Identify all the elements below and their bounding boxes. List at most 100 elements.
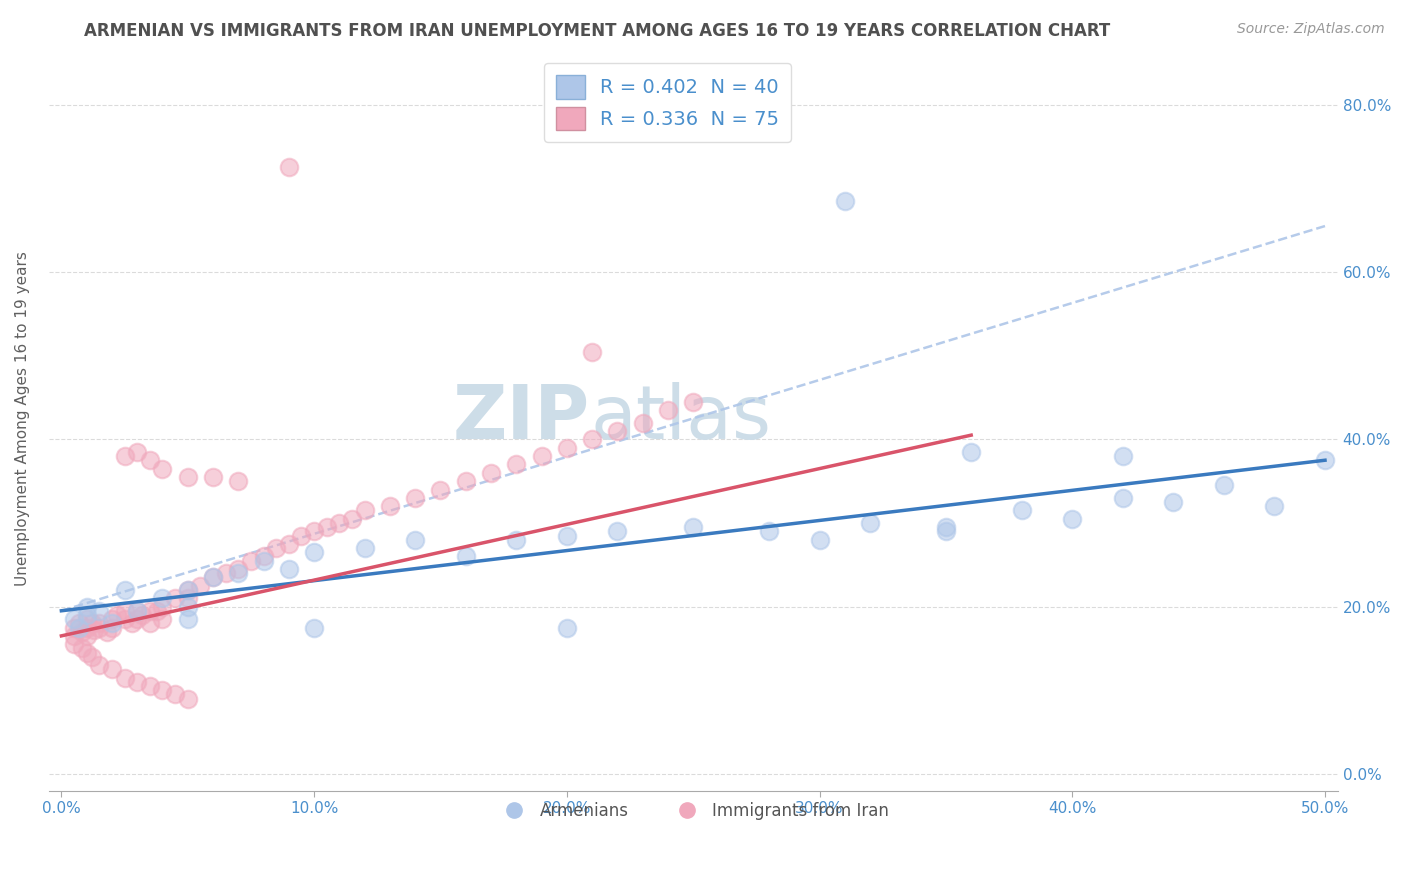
Point <box>89 604 111 618</box>
Point <box>505 458 527 472</box>
Point <box>1212 478 1234 492</box>
Point <box>682 520 704 534</box>
Point <box>202 570 225 584</box>
Point <box>454 474 477 488</box>
Point <box>479 466 502 480</box>
Point <box>70 641 93 656</box>
Point <box>1163 495 1185 509</box>
Point <box>177 612 200 626</box>
Point <box>808 533 831 547</box>
Point <box>139 679 162 693</box>
Point <box>214 566 236 581</box>
Point <box>76 620 98 634</box>
Point <box>76 646 98 660</box>
Point <box>859 516 882 530</box>
Point <box>834 194 856 208</box>
Point <box>606 524 628 539</box>
Point <box>70 624 93 639</box>
Point <box>80 649 103 664</box>
Text: ZIP: ZIP <box>453 382 591 455</box>
Point <box>67 616 90 631</box>
Point <box>177 591 200 606</box>
Point <box>101 616 124 631</box>
Point <box>127 604 149 618</box>
Point <box>127 445 149 459</box>
Point <box>131 607 153 622</box>
Point <box>127 674 149 689</box>
Point <box>277 161 299 175</box>
Point <box>165 687 187 701</box>
Point <box>89 620 111 634</box>
Point <box>89 616 111 631</box>
Point <box>76 607 98 622</box>
Point <box>935 524 957 539</box>
Point <box>315 520 337 534</box>
Point <box>302 524 325 539</box>
Point <box>505 533 527 547</box>
Point <box>177 470 200 484</box>
Point <box>177 582 200 597</box>
Point <box>353 541 375 555</box>
Point <box>960 445 983 459</box>
Point <box>101 612 124 626</box>
Point <box>89 658 111 673</box>
Point <box>581 344 603 359</box>
Point <box>682 394 704 409</box>
Point <box>302 620 325 634</box>
Point <box>114 671 136 685</box>
Point <box>152 591 174 606</box>
Point <box>1313 453 1336 467</box>
Point <box>114 604 136 618</box>
Point <box>302 545 325 559</box>
Point <box>152 599 174 614</box>
Point <box>177 599 200 614</box>
Point <box>83 623 105 637</box>
Point <box>631 416 654 430</box>
Point <box>1263 500 1285 514</box>
Point <box>1112 449 1135 463</box>
Point <box>606 424 628 438</box>
Point <box>63 637 86 651</box>
Point <box>581 433 603 447</box>
Point <box>114 612 136 626</box>
Point <box>429 483 451 497</box>
Point <box>1011 503 1033 517</box>
Point <box>80 616 103 631</box>
Point <box>63 620 86 634</box>
Point <box>202 470 225 484</box>
Point <box>190 579 212 593</box>
Point <box>328 516 350 530</box>
Point <box>340 512 363 526</box>
Point <box>114 582 136 597</box>
Point <box>226 566 249 581</box>
Point <box>277 562 299 576</box>
Point <box>758 524 780 539</box>
Point <box>264 541 287 555</box>
Point <box>530 449 553 463</box>
Point <box>657 403 679 417</box>
Point <box>404 491 426 505</box>
Point <box>146 604 169 618</box>
Point <box>353 503 375 517</box>
Point <box>555 620 578 634</box>
Point <box>63 629 86 643</box>
Text: atlas: atlas <box>591 382 770 455</box>
Point <box>96 624 118 639</box>
Point <box>252 549 274 564</box>
Text: Source: ZipAtlas.com: Source: ZipAtlas.com <box>1237 22 1385 37</box>
Point <box>105 607 128 622</box>
Point <box>152 683 174 698</box>
Point <box>76 612 98 626</box>
Text: ARMENIAN VS IMMIGRANTS FROM IRAN UNEMPLOYMENT AMONG AGES 16 TO 19 YEARS CORRELAT: ARMENIAN VS IMMIGRANTS FROM IRAN UNEMPLO… <box>84 22 1111 40</box>
Point <box>378 500 401 514</box>
Point <box>935 520 957 534</box>
Point <box>152 612 174 626</box>
Point <box>404 533 426 547</box>
Point <box>76 629 98 643</box>
Point <box>101 662 124 676</box>
Point <box>239 553 262 567</box>
Point <box>101 620 124 634</box>
Point <box>127 604 149 618</box>
Point <box>226 562 249 576</box>
Legend: Armenians, Immigrants from Iran: Armenians, Immigrants from Iran <box>491 796 896 827</box>
